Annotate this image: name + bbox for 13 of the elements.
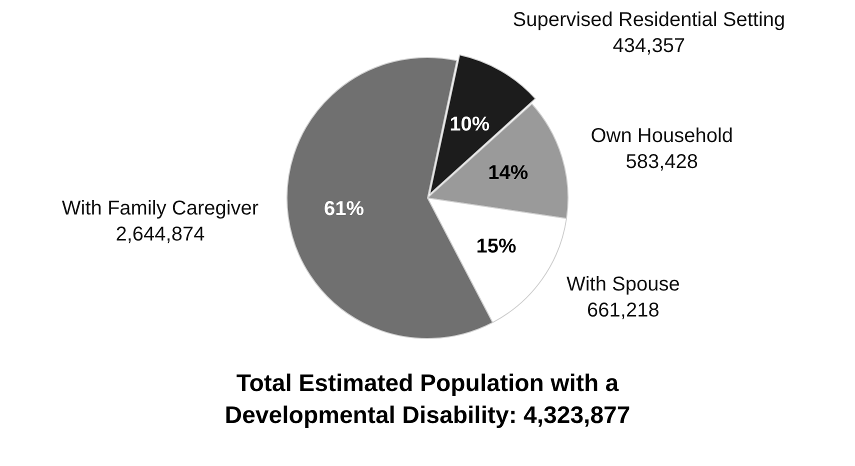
text: Total Estimated Population with a Developmental Disability: 4,323,877 xyxy=(224,369,632,431)
data-label: 14% xyxy=(488,162,528,184)
slice-label: Own Household xyxy=(590,125,734,148)
slice-label: With Family Caregiver xyxy=(62,198,259,220)
text: 2,644,874 xyxy=(116,224,205,246)
data-label: 15% xyxy=(476,235,516,258)
text: 661,218 xyxy=(587,299,660,322)
data-label: 10% xyxy=(450,114,490,136)
slice-label: Supervised Residential Setting xyxy=(512,8,786,31)
text: 434,357 xyxy=(612,34,686,57)
text: 583,428 xyxy=(626,151,698,174)
data-label: 61% xyxy=(324,198,364,220)
slice-label: With Spouse xyxy=(566,273,680,296)
